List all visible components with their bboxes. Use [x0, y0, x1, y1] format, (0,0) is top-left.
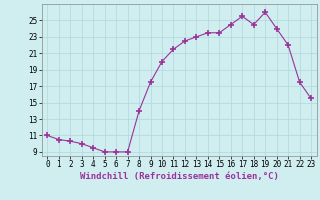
X-axis label: Windchill (Refroidissement éolien,°C): Windchill (Refroidissement éolien,°C): [80, 172, 279, 181]
